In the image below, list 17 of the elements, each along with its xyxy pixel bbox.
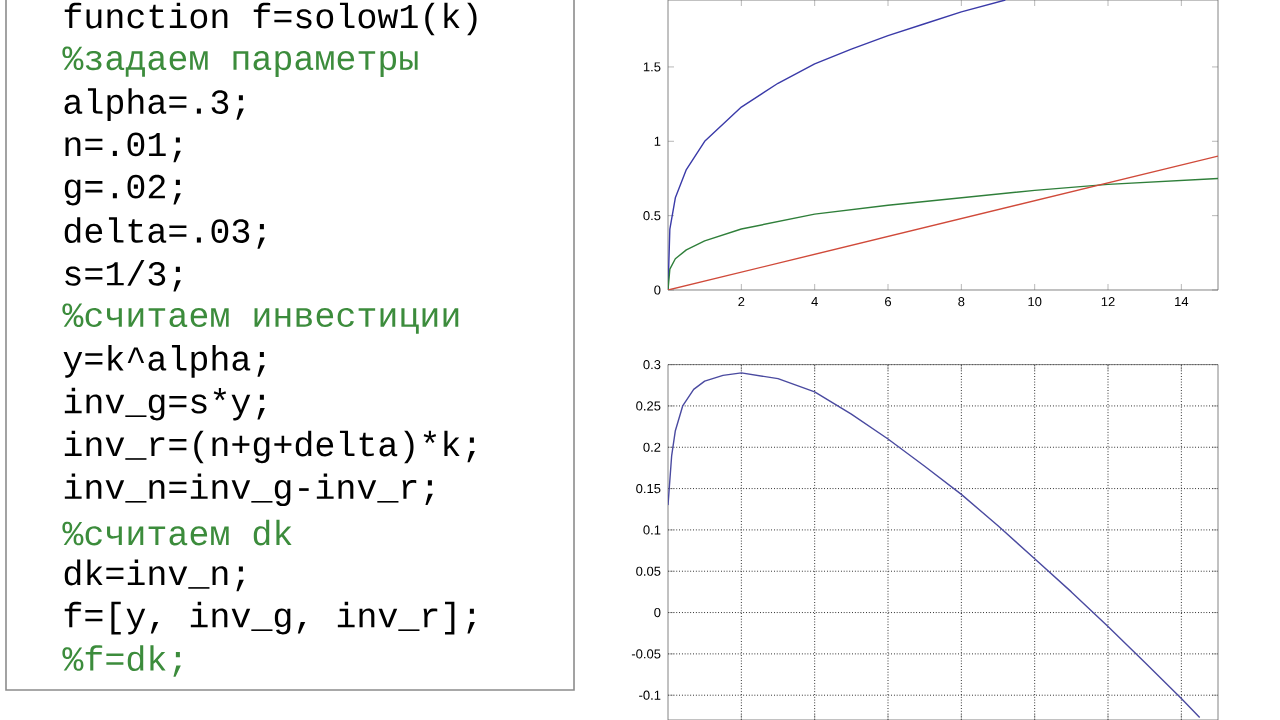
text: inv_g=s*y; (64, 387, 265, 421)
text: delta=.03; (64, 217, 265, 249)
text: f=[y, inv_g, inv_r]; (64, 601, 475, 635)
text: %считаем инвестиции (62, 303, 459, 334)
text: y=k^alpha; (63, 345, 265, 378)
text: function f=solow1(k) (64, 2, 477, 36)
text: g=.02; (64, 174, 181, 206)
text: dk=inv_n; (64, 559, 244, 592)
text: alpha=.3; (64, 88, 244, 121)
text: s=1/3; (65, 260, 181, 292)
text: n=.01; (65, 132, 181, 163)
text: inv_r=(n+g+delta)*k; (64, 430, 475, 464)
text: %задаем параметры (62, 46, 418, 78)
line-series (668, 372, 1201, 719)
text: inv_n=inv_g-inv_r; (64, 473, 433, 507)
text: %f=dk; (62, 645, 181, 677)
text: %считаем dk (62, 519, 292, 546)
